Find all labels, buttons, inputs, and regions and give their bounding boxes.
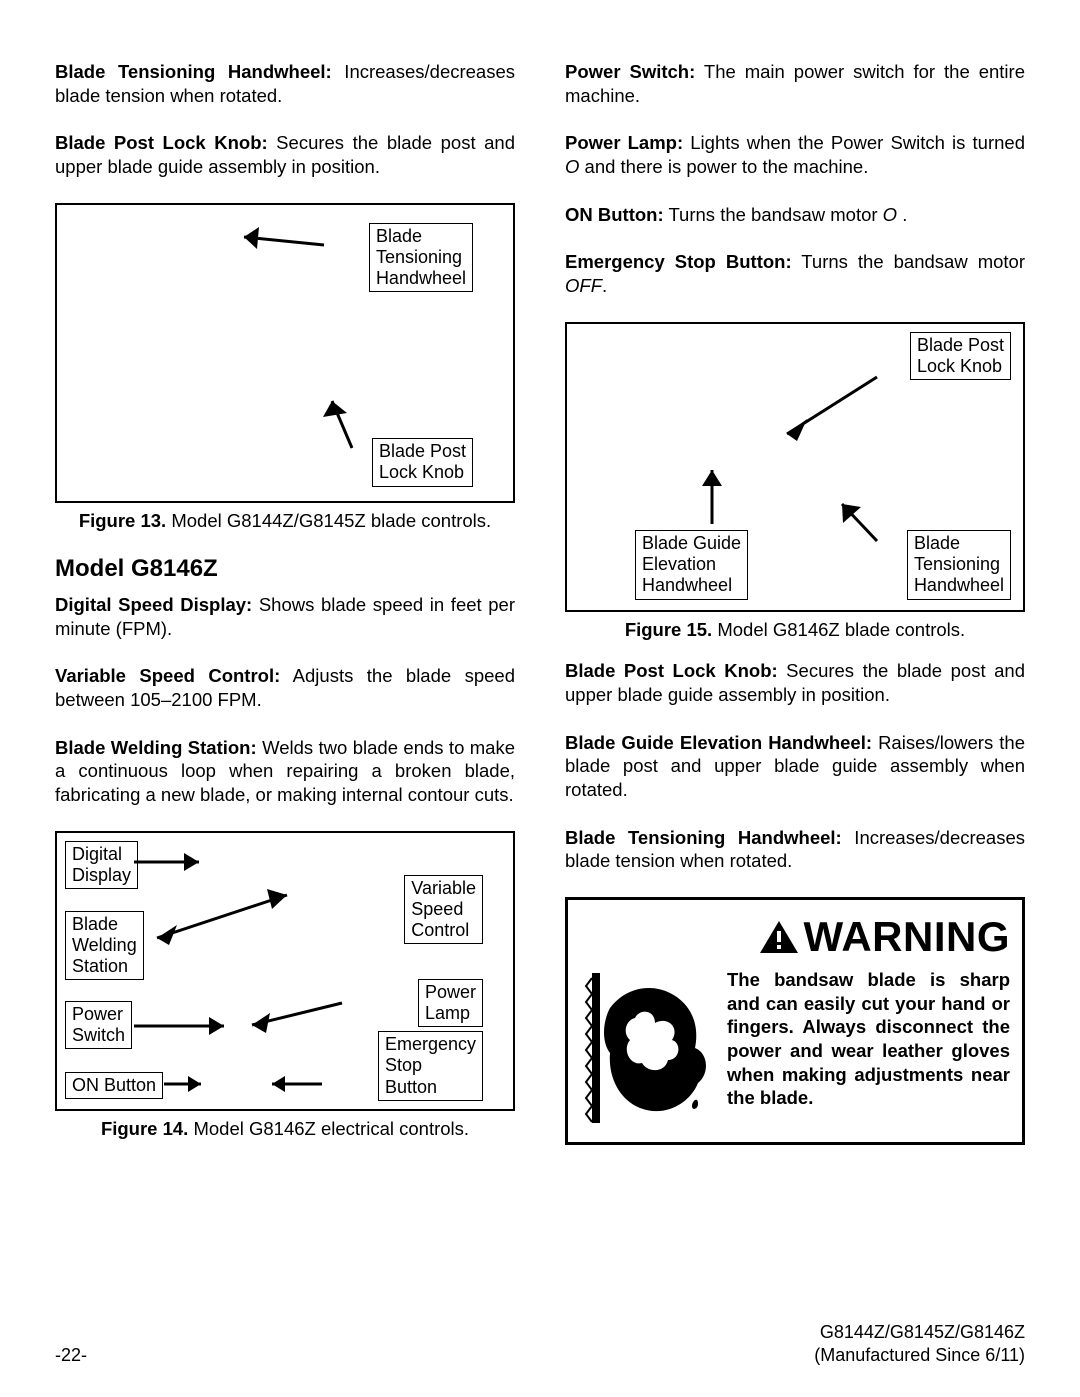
warning-body: The bandsaw blade is sharp and can easil… [580,968,1010,1128]
label-power-lamp: Power Lamp [418,979,483,1027]
para-digital-speed: Digital Speed Display: Shows blade speed… [55,593,515,640]
left-column: Blade Tensioning Handwheel: Increases/de… [55,60,515,1162]
label-blade-post-lock: Blade Post Lock Knob [910,332,1011,380]
term: ON Button: [565,204,664,225]
term: Power Lamp: [565,132,683,153]
warning-header: WARNING [580,910,1010,964]
figure-14-caption: Figure 14. Model G8146Z electrical contr… [55,1117,515,1141]
label-blade-post-lock: Blade Post Lock Knob [372,438,473,486]
figure-15-frame: Blade Post Lock Knob Blade Guide Elevati… [565,322,1025,612]
figure-15-caption: Figure 15. Model G8146Z blade controls. [565,618,1025,642]
label-blade-tension-hw: Blade Tensioning Handwheel [369,223,473,293]
para-blade-tension-hw-2: Blade Tensioning Handwheel: Increases/de… [565,826,1025,873]
caption-text: Model G8146Z electrical controls. [188,1118,469,1139]
label-blade-guide-elev: Blade Guide Elevation Handwheel [635,530,748,600]
arrow-icon [767,369,887,449]
term: Blade Tensioning Handwheel: [55,61,332,82]
term: Power Switch: [565,61,695,82]
caption-text: Model G8144Z/G8145Z blade controls. [166,510,491,531]
label-power-switch: Power Switch [65,1001,132,1049]
arrow-icon [827,489,907,549]
arrow-icon [129,1011,249,1041]
footer-models: G8144Z/G8145Z/G8146Z [814,1321,1025,1344]
label-emergency-stop: Emergency Stop Button [378,1031,483,1101]
page-footer: -22- G8144Z/G8145Z/G8146Z (Manufactured … [55,1321,1025,1367]
desc-b: and there is power to the machine. [579,156,868,177]
para-blade-tension-hw: Blade Tensioning Handwheel: Increases/de… [55,60,515,107]
term: Digital Speed Display: [55,594,252,615]
term: Blade Welding Station: [55,737,257,758]
para-blade-welding: Blade Welding Station: Welds two blade e… [55,736,515,807]
label-blade-welding-station: Blade Welding Station [65,911,144,981]
term: Emergency Stop Button: [565,251,792,272]
hand-blade-icon [580,968,715,1128]
arrow-icon [307,383,367,453]
arrow-icon [137,883,297,953]
term: Blade Post Lock Knob: [55,132,268,153]
right-column: Power Switch: The main power switch for … [565,60,1025,1162]
warning-triangle-icon [758,919,800,955]
para-variable-speed: Variable Speed Control: Adjusts the blad… [55,664,515,711]
arrow-icon [161,1072,221,1097]
caption-label: Figure 15. [625,619,712,640]
page-columns: Blade Tensioning Handwheel: Increases/de… [55,60,1025,1162]
figure-14-frame: Digital Display Blade Welding Station Po… [55,831,515,1111]
desc-b: . [602,275,607,296]
para-blade-post-lock: Blade Post Lock Knob: Secures the blade … [55,131,515,178]
page-number: -22- [55,1344,87,1367]
figure-13-caption: Figure 13. Model G8144Z/G8145Z blade con… [55,509,515,533]
para-on-button: ON Button: Turns the bandsaw motor O . [565,203,1025,227]
ital: OFF [565,275,602,296]
label-blade-tension-hw: Blade Tensioning Handwheel [907,530,1011,600]
term: Blade Tensioning Handwheel: [565,827,842,848]
ital: O [883,204,897,225]
warning-text: The bandsaw blade is sharp and can easil… [727,968,1010,1110]
arrow-icon [682,452,742,532]
label-variable-speed: Variable Speed Control [404,875,483,945]
label-digital-display: Digital Display [65,841,138,889]
para-emergency-stop: Emergency Stop Button: Turns the bandsaw… [565,250,1025,297]
caption-label: Figure 14. [101,1118,188,1139]
arrow-icon [129,847,219,877]
desc-a: Lights when the Power Switch is turned [683,132,1025,153]
term: Variable Speed Control: [55,665,280,686]
footer-right: G8144Z/G8145Z/G8146Z (Manufactured Since… [814,1321,1025,1367]
warning-box: WARNING The bandsaw blade is sharp and c… [565,897,1025,1145]
desc-b: . [897,204,907,225]
para-blade-guide-elev: Blade Guide Elevation Handwheel: Raises/… [565,731,1025,802]
term: Blade Guide Elevation Handwheel: [565,732,872,753]
desc-a: Turns the bandsaw motor [664,204,883,225]
heading-model-g8146z: Model G8146Z [55,554,515,585]
para-blade-post-lock-2: Blade Post Lock Knob: Secures the blade … [565,659,1025,706]
ital: O [565,156,579,177]
caption-text: Model G8146Z blade controls. [712,619,965,640]
desc-a: Turns the bandsaw motor [792,251,1025,272]
term: Blade Post Lock Knob: [565,660,778,681]
arrow-icon [219,223,329,263]
footer-mfg: (Manufactured Since 6/11) [814,1344,1025,1367]
caption-label: Figure 13. [79,510,166,531]
label-on-button: ON Button [65,1072,163,1099]
warning-title: WARNING [804,910,1011,964]
para-power-lamp: Power Lamp: Lights when the Power Switch… [565,131,1025,178]
arrow-icon [232,985,352,1035]
arrow-icon [252,1072,332,1097]
figure-13-frame: Blade Tensioning Handwheel Blade Post Lo… [55,203,515,503]
para-power-switch: Power Switch: The main power switch for … [565,60,1025,107]
